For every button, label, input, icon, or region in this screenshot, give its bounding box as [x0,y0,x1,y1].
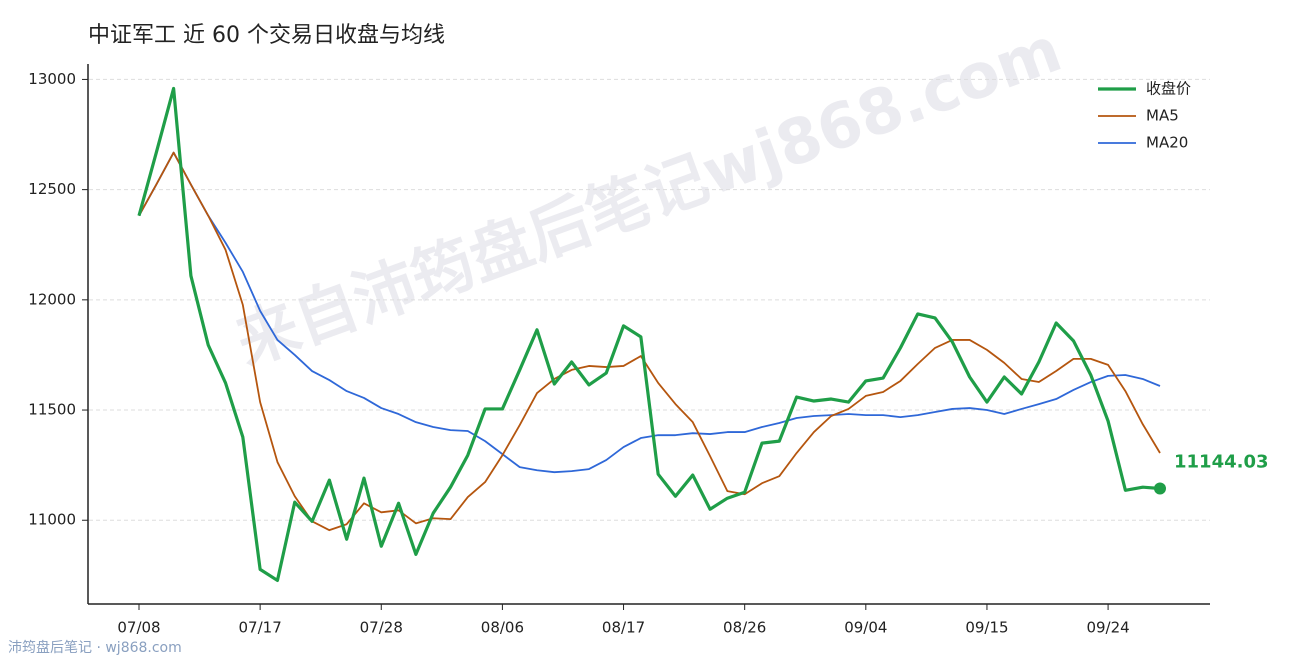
y-tick-label: 12000 [28,290,76,308]
y-tick-label: 11500 [28,401,76,419]
x-tick-label: 08/26 [723,619,766,637]
series-line [138,151,1161,474]
y-tick-label: 13000 [28,70,76,88]
last-value-label: 11144.03 [1174,451,1269,472]
footer: 沛筠盘后笔记 · wj868.com [8,639,182,656]
chart-title: 中证军工 近 60 个交易日收盘与均线 [88,23,445,48]
last-point [1154,482,1166,495]
x-tick-label: 07/17 [239,619,282,637]
watermark: 来自沛筠盘后笔记wj868.com [227,13,1071,380]
x-tick-label: 08/06 [481,619,524,637]
legend-label: MA20 [1146,134,1188,152]
x-tick-label: 08/17 [602,619,645,637]
x-tick-label: 07/28 [360,619,403,637]
y-tick-label: 12500 [28,180,76,198]
x-tick-label: 07/08 [117,619,160,637]
series-line [137,86,1161,583]
x-tick-label: 09/24 [1086,619,1129,637]
legend-label: 收盘价 [1146,80,1191,98]
x-tick-label: 09/04 [844,619,887,637]
legend-label: MA5 [1146,107,1179,125]
y-tick-label: 11000 [28,511,76,529]
x-tick-label: 09/15 [965,619,1008,637]
